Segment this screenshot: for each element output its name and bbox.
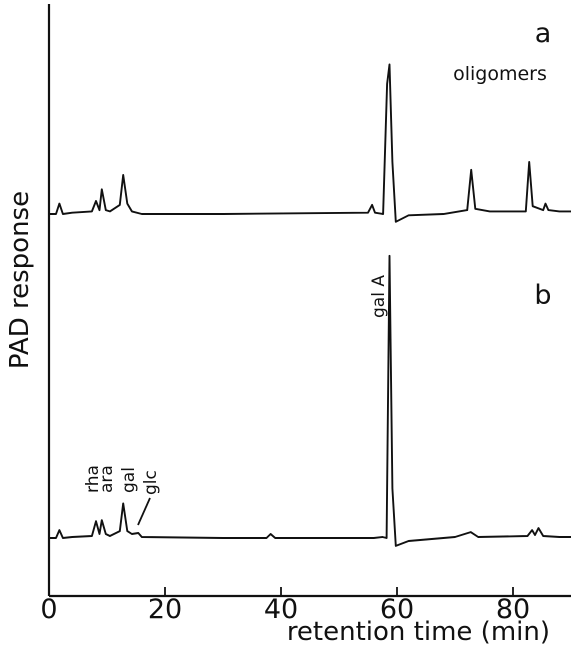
peak-label-gal: gal <box>119 467 139 493</box>
panel-label-b: b <box>534 280 551 311</box>
x-tick-label: 40 <box>264 594 298 625</box>
peak-label-rha: rha <box>83 465 103 493</box>
glc-leader-line <box>137 497 151 526</box>
axes <box>47 4 571 598</box>
peak-label-galA: gal A <box>369 275 389 318</box>
labels: retention time (min) PAD response a b ol… <box>5 18 552 647</box>
x-tick-label: 80 <box>496 594 530 625</box>
traces <box>49 63 571 547</box>
trace-panel-b <box>49 254 571 547</box>
x-axis-label: retention time (min) <box>287 617 550 647</box>
x-ticks: 0 20 40 60 80 <box>40 587 530 625</box>
panel-label-a: a <box>535 18 552 49</box>
x-tick-label: 60 <box>380 594 414 625</box>
oligomers-annotation: oligomers <box>453 63 547 85</box>
y-axis-label: PAD response <box>5 191 35 369</box>
peak-label-ara: ara <box>97 465 117 493</box>
trace-panel-a <box>49 63 571 223</box>
peak-label-glc: glc <box>141 470 161 495</box>
x-tick-label: 0 <box>40 594 57 625</box>
x-tick-label: 20 <box>148 594 182 625</box>
